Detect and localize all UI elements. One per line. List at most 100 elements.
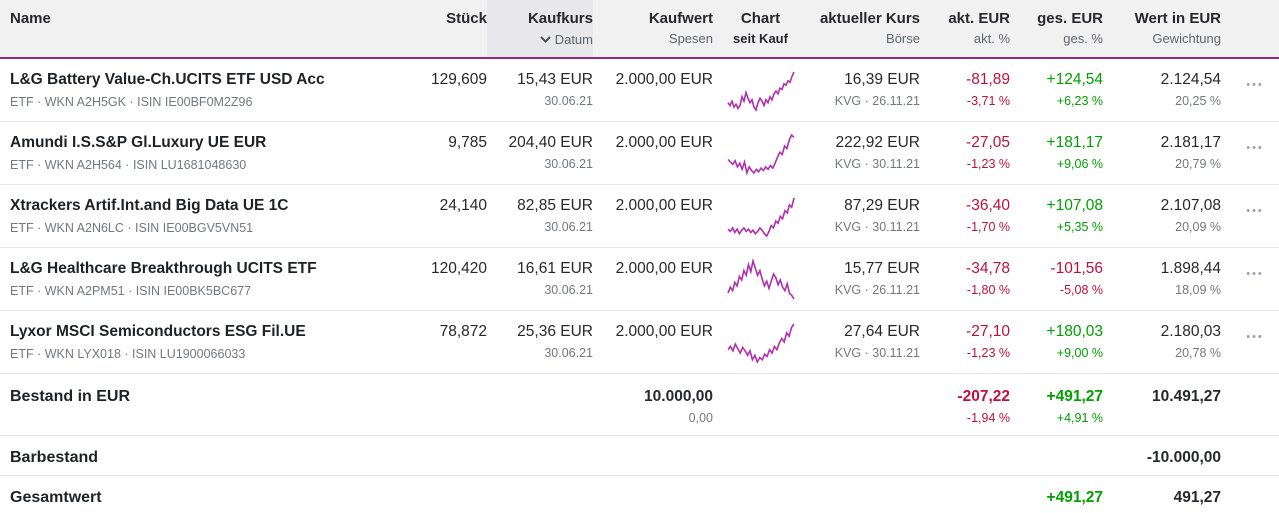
row-menu-icon[interactable]: •••: [1246, 205, 1264, 217]
row-menu-icon[interactable]: •••: [1246, 79, 1264, 91]
gewichtung: 18,09 %: [1175, 283, 1221, 297]
column-header-kaufwert[interactable]: Kaufwert Spesen: [593, 0, 713, 56]
bestand-ges-eur-cell: +491,27 +4,91 %: [1046, 388, 1103, 425]
wert-cell: 2.124,54 20,25 %: [1113, 69, 1231, 110]
boerse-info: KVG · 30.11.21: [834, 346, 920, 360]
kaufkurs-cell: 25,36 EUR 30.06.21: [487, 321, 593, 362]
kauf-datum: 30.06.21: [544, 346, 593, 360]
gewichtung: 20,25 %: [1175, 94, 1221, 108]
bestand-spesen: 0,00: [688, 411, 713, 425]
akt-eur-cell: -27,05 -1,23 %: [966, 134, 1010, 171]
akt-eur-cell: -27,10 -1,23 %: [966, 323, 1010, 360]
chart-cell: [713, 69, 808, 113]
position-meta: ETF · WKN A2PM51 · ISIN IE00BK5BC677: [10, 284, 252, 298]
sparkline-chart: [726, 133, 795, 176]
column-header-kurs[interactable]: aktueller Kurs Börse: [808, 0, 930, 56]
row-menu-icon[interactable]: •••: [1246, 142, 1264, 154]
aktueller-kurs-cell: 16,39 EUR KVG · 26.11.21: [808, 69, 930, 110]
column-sublabel: akt. %: [973, 31, 1010, 46]
kaufkurs-cell: 82,85 EUR 30.06.21: [487, 195, 593, 236]
column-label: Name: [10, 10, 51, 27]
boerse-info: KVG · 26.11.21: [834, 283, 920, 297]
column-label: akt. EUR: [948, 10, 1010, 27]
stueck-cell: 120,420: [430, 260, 487, 277]
position-meta: ETF · WKN LYX018 · ISIN LU1900066033: [10, 347, 246, 361]
sparkline-chart: [726, 258, 795, 300]
bestand-wert-cell: 10.491,27: [1152, 388, 1221, 405]
kauf-datum: 30.06.21: [544, 157, 593, 171]
kaufwert-cell: 2.000,00 EUR: [615, 134, 713, 151]
position-name-link[interactable]: Amundi I.S.S&P Gl.Luxury UE EUR: [10, 134, 267, 151]
row-menu-icon[interactable]: •••: [1246, 331, 1264, 343]
kaufkurs-cell: 15,43 EUR 30.06.21: [487, 69, 593, 110]
akt-eur-cell: -34,78 -1,80 %: [966, 260, 1010, 297]
column-header-kaufkurs-sorted[interactable]: Kaufkurs Datum: [487, 0, 593, 57]
row-menu-cell: •••: [1231, 321, 1279, 345]
wert-cell: 2.107,08 20,09 %: [1113, 195, 1231, 236]
position-rows: L&G Battery Value-Ch.UCITS ETF USD Acc E…: [0, 59, 1279, 374]
column-label: Stück: [446, 10, 487, 27]
row-menu-cell: •••: [1231, 258, 1279, 282]
chart-cell: [713, 132, 808, 176]
sparkline-chart: [726, 323, 795, 364]
position-name-link[interactable]: Xtrackers Artif.Int.and Big Data UE 1C: [10, 197, 289, 214]
table-header: Name Stück Kaufkurs Datum Kaufwert Spese…: [0, 0, 1279, 59]
column-sublabel: Börse: [886, 31, 920, 46]
position-name-link[interactable]: Lyxor MSCI Semiconductors ESG Fil.UE: [10, 323, 306, 340]
stueck-cell: 129,609: [430, 71, 487, 88]
ges-eur-cell: +124,54 +6,23 %: [1046, 71, 1103, 108]
position-name-link[interactable]: L&G Battery Value-Ch.UCITS ETF USD Acc: [10, 71, 325, 88]
bestand-summary-row: Bestand in EUR 10.000,00 0,00 -207,22 -1…: [0, 374, 1279, 436]
position-name-link[interactable]: L&G Healthcare Breakthrough UCITS ETF: [10, 260, 317, 277]
akt-eur-cell: -36,40 -1,70 %: [966, 197, 1010, 234]
ges-eur-cell: +181,17 +9,06 %: [1046, 134, 1103, 171]
name-cell: L&G Battery Value-Ch.UCITS ETF USD Acc E…: [10, 69, 387, 111]
gewichtung: 20,78 %: [1175, 346, 1221, 360]
aktueller-kurs-cell: 222,92 EUR KVG · 30.11.21: [808, 132, 930, 173]
column-header-menu-spacer: [1231, 0, 1279, 17]
position-row: Lyxor MSCI Semiconductors ESG Fil.UE ETF…: [0, 311, 1279, 374]
boerse-info: KVG · 30.11.21: [834, 220, 920, 234]
position-row: L&G Healthcare Breakthrough UCITS ETF ET…: [0, 248, 1279, 311]
barbestand-label-cell: Barbestand: [10, 449, 99, 466]
name-cell: Lyxor MSCI Semiconductors ESG Fil.UE ETF…: [10, 321, 387, 363]
kauf-datum: 30.06.21: [544, 220, 593, 234]
ges-eur-cell: +180,03 +9,00 %: [1046, 323, 1103, 360]
name-cell: Xtrackers Artif.Int.and Big Data UE 1C E…: [10, 195, 387, 237]
barbestand-wert-cell: -10.000,00: [1146, 449, 1221, 466]
boerse-info: KVG · 26.11.21: [834, 94, 920, 108]
stueck-cell: 24,140: [439, 197, 487, 214]
column-header-wert[interactable]: Wert in EUR Gewichtung: [1113, 0, 1231, 56]
gesamtwert-ges-eur-cell: +491,27: [1046, 489, 1103, 506]
gesamtwert-row: Gesamtwert +491,27 491,27: [0, 476, 1279, 513]
kauf-datum: 30.06.21: [544, 94, 593, 108]
kaufwert-cell: 2.000,00 EUR: [615, 260, 713, 277]
aktueller-kurs-cell: 87,29 EUR KVG · 30.11.21: [808, 195, 930, 236]
position-row: L&G Battery Value-Ch.UCITS ETF USD Acc E…: [0, 59, 1279, 122]
row-menu-cell: •••: [1231, 69, 1279, 93]
column-header-stueck[interactable]: Stück: [387, 0, 487, 37]
column-header-name[interactable]: Name: [10, 0, 387, 37]
kauf-datum: 30.06.21: [544, 283, 593, 297]
barbestand-row: Barbestand -10.000,00: [0, 436, 1279, 476]
column-header-akt-eur[interactable]: akt. EUR akt. %: [930, 0, 1020, 56]
wert-cell: 1.898,44 18,09 %: [1113, 258, 1231, 299]
position-row: Xtrackers Artif.Int.and Big Data UE 1C E…: [0, 185, 1279, 248]
bestand-akt-eur-cell: -207,22 -1,94 %: [957, 388, 1010, 425]
wert-cell: 2.180,03 20,78 %: [1113, 321, 1231, 362]
kaufwert-cell: 2.000,00 EUR: [615, 71, 713, 88]
chart-cell: [713, 321, 808, 365]
column-header-chart[interactable]: Chart seit Kauf: [713, 0, 808, 56]
column-label: Chart: [740, 10, 781, 27]
gewichtung: 20,09 %: [1175, 220, 1221, 234]
aktueller-kurs-cell: 15,77 EUR KVG · 26.11.21: [808, 258, 930, 299]
stueck-cell: 78,872: [439, 323, 487, 340]
column-header-ges-eur[interactable]: ges. EUR ges. %: [1020, 0, 1113, 56]
boerse-info: KVG · 30.11.21: [834, 157, 920, 171]
kaufkurs-cell: 16,61 EUR 30.06.21: [487, 258, 593, 299]
sort-chevron-down-icon: [539, 30, 551, 48]
row-menu-icon[interactable]: •••: [1246, 268, 1264, 280]
position-meta: ETF · WKN A2N6LC · ISIN IE00BGV5VN51: [10, 221, 254, 235]
chart-cell: [713, 195, 808, 239]
